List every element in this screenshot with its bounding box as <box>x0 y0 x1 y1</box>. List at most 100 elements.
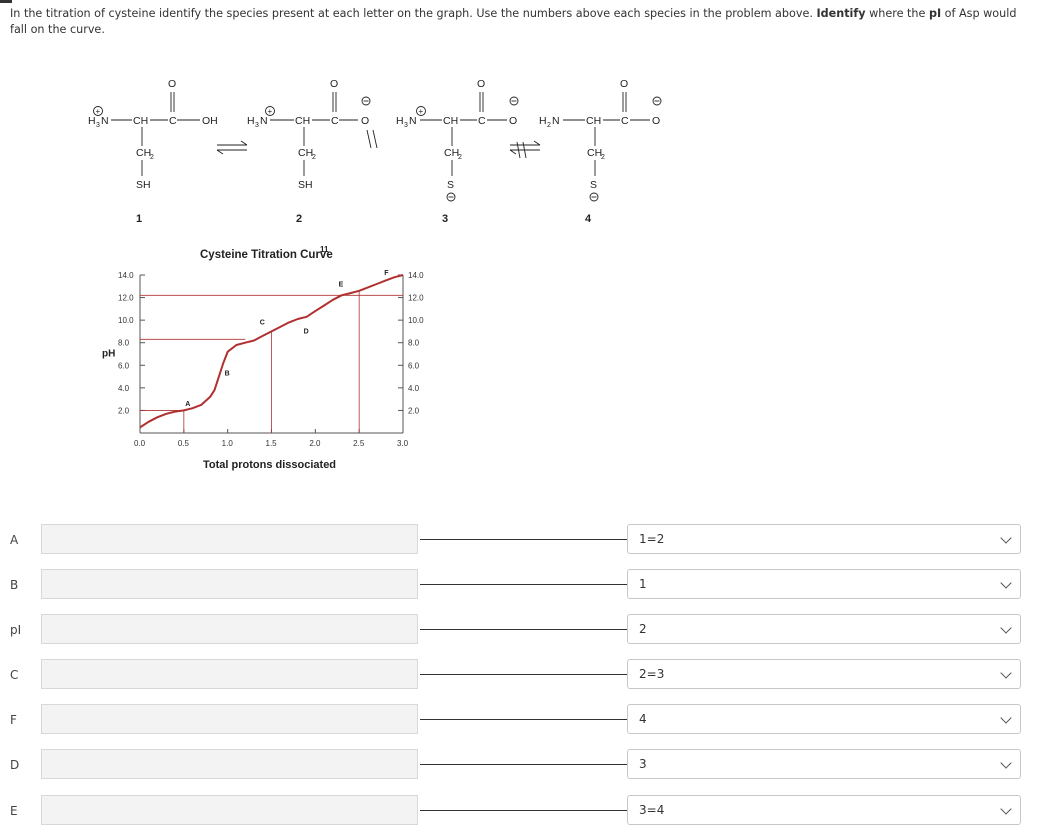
point-label-a: A <box>185 401 190 408</box>
question-part: where the <box>865 7 929 20</box>
svg-text:+: + <box>96 107 101 116</box>
y-tick-label: 12.0 <box>118 294 134 303</box>
svg-text:O: O <box>168 78 176 90</box>
answer-dropdown[interactable]: 2 <box>627 614 1021 644</box>
answer-dropdown[interactable]: 3 <box>627 749 1021 779</box>
row-label: C <box>10 668 19 682</box>
svg-text:H: H <box>247 115 255 127</box>
chevron-down-icon <box>1000 532 1012 544</box>
x-tick-label: 0.0 <box>134 439 146 448</box>
drop-target-box[interactable] <box>41 524 418 554</box>
svg-text:CH: CH <box>133 115 148 127</box>
svg-text:O: O <box>361 115 369 127</box>
y-tick-label-right: 4.0 <box>408 384 420 393</box>
chevron-down-icon <box>1000 577 1012 589</box>
svg-text:C: C <box>169 115 177 127</box>
svg-text:2: 2 <box>601 154 605 161</box>
svg-text:O: O <box>330 78 338 90</box>
drop-target-box[interactable] <box>41 704 418 734</box>
row-label: B <box>10 578 19 592</box>
y-tick-label-right: 8.0 <box>408 339 420 348</box>
answer-dropdown[interactable]: 1=2 <box>627 524 1021 554</box>
drop-target-box[interactable] <box>41 569 418 599</box>
row-label: F <box>10 713 17 727</box>
dropdown-selected-value: 3 <box>639 757 647 771</box>
connector-line <box>420 539 627 540</box>
y-tick-label-right: 12.0 <box>408 294 424 303</box>
drop-target-box[interactable] <box>41 795 418 825</box>
connector-line <box>420 629 627 630</box>
svg-text:H: H <box>396 115 404 127</box>
y-tick-label-right: 10.0 <box>408 316 424 325</box>
drop-target-box[interactable] <box>41 614 418 644</box>
dropdown-selected-value: 4 <box>639 712 647 726</box>
svg-text:N: N <box>101 115 109 127</box>
titration-curve <box>139 274 404 429</box>
svg-text:CH: CH <box>586 115 601 127</box>
svg-text:SH: SH <box>298 179 313 191</box>
chart-title-superscript: 11 <box>320 245 329 254</box>
svg-text:O: O <box>509 115 517 127</box>
row-label: D <box>10 758 20 772</box>
svg-text:C: C <box>331 115 339 127</box>
species-number-3: 3 <box>442 213 449 225</box>
point-label-f: F <box>384 270 389 277</box>
match-row: E 3=4 <box>0 795 1037 829</box>
y-tick-label: 4.0 <box>118 384 130 393</box>
question-text: In the titration of cysteine identify th… <box>10 6 1025 38</box>
x-tick-label: 3.0 <box>397 439 409 448</box>
titration-chart: Cysteine Titration Curve 11 14.0 14.0 12.0… <box>102 245 424 471</box>
svg-text:N: N <box>260 115 268 127</box>
row-label: A <box>10 533 19 547</box>
drop-target-box[interactable] <box>41 749 418 779</box>
question-bold: Identify <box>816 7 866 20</box>
point-label-d: D <box>304 329 309 336</box>
drop-target-box[interactable] <box>41 659 418 689</box>
svg-text:S: S <box>590 179 597 191</box>
x-tick-label: 2.0 <box>309 439 321 448</box>
connector-line <box>420 584 627 585</box>
y-tick-label: 6.0 <box>118 361 130 370</box>
connector-line <box>420 674 627 675</box>
equilibrium-arrow-2-3 <box>366 129 378 149</box>
point-label-c: C <box>260 320 265 327</box>
svg-text:CH: CH <box>587 147 602 159</box>
dropdown-selected-value: 2 <box>639 622 647 636</box>
svg-text:SH: SH <box>136 179 151 191</box>
chart-title: Cysteine Titration Curve <box>200 249 333 261</box>
match-row: pI 2 <box>0 614 1037 648</box>
connector-line <box>420 764 627 765</box>
species-number-1: 1 <box>136 213 143 225</box>
chevron-down-icon <box>1000 622 1012 634</box>
svg-text:2: 2 <box>547 122 551 129</box>
x-tick-label: 1.5 <box>266 439 278 448</box>
connector-line <box>420 719 627 720</box>
svg-text:+: + <box>419 107 424 116</box>
y-tick-label-right: 6.0 <box>408 361 420 370</box>
dropdown-selected-value: 2=3 <box>639 667 665 681</box>
answer-dropdown[interactable]: 1 <box>627 569 1021 599</box>
equilibrium-arrow-3-4 <box>509 140 541 159</box>
svg-text:OH: OH <box>202 115 218 127</box>
svg-text:+: + <box>268 107 273 116</box>
question-bold: pI <box>928 7 942 20</box>
chevron-down-icon <box>1000 712 1012 724</box>
match-row: A 1=2 <box>0 524 1037 558</box>
x-tick-label: 0.5 <box>178 439 190 448</box>
y-tick-label-right: 2.0 <box>408 406 420 415</box>
dropdown-selected-value: 1=2 <box>639 532 665 546</box>
answer-dropdown[interactable]: 3=4 <box>627 795 1021 825</box>
svg-text:2: 2 <box>458 154 462 161</box>
answer-dropdown[interactable]: 4 <box>627 704 1021 734</box>
svg-text:2: 2 <box>312 154 316 161</box>
svg-text:3: 3 <box>404 122 408 129</box>
dropdown-selected-value: 1 <box>639 577 647 591</box>
svg-text:C: C <box>478 115 486 127</box>
svg-text:H: H <box>539 115 547 127</box>
answer-dropdown[interactable]: 2=3 <box>627 659 1021 689</box>
match-row: C 2=3 <box>0 659 1037 693</box>
